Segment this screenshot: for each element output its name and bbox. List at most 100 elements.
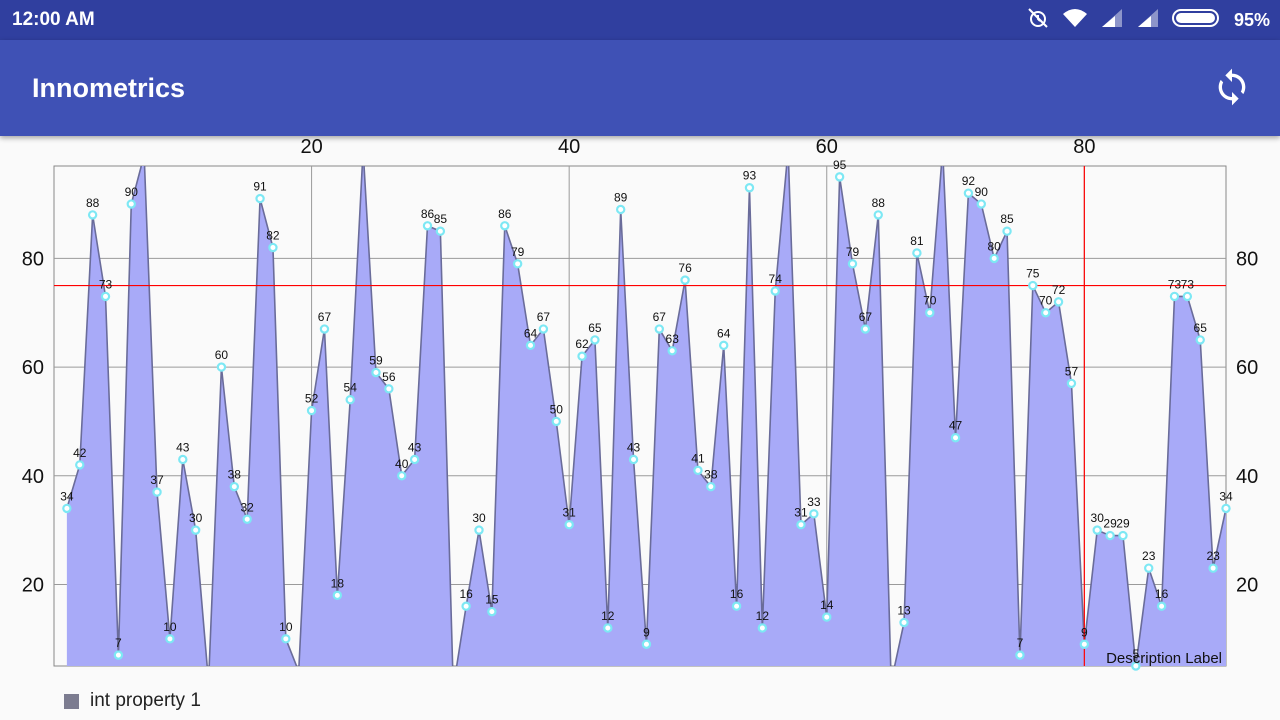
data-point [190,525,201,535]
data-label: 85 [434,212,448,226]
data-point [680,275,690,285]
status-icons: 95% [1026,6,1270,35]
data-point [422,221,433,231]
data-label: 31 [794,506,808,520]
app-title: Innometrics [32,73,186,103]
data-label: 14 [820,598,834,612]
data-point [371,367,381,378]
data-point [500,221,510,231]
data-label: 9 [643,625,650,639]
data-point [474,525,484,535]
y-tick-label-left: 60 [22,357,44,379]
data-point [75,460,85,470]
data-point [1169,291,1180,302]
data-label: 88 [86,196,100,210]
data-label: 10 [279,620,293,634]
data-label: 29 [1103,517,1117,531]
series-area-fill [66,166,1226,666]
data-point [551,416,561,427]
data-point [332,590,343,601]
data-point [152,487,162,497]
data-point [963,188,974,198]
data-label: 70 [923,294,937,308]
data-point [229,481,240,492]
data-point [719,340,729,351]
data-label: 15 [485,593,499,607]
app-bar: Innometrics [0,40,1280,136]
signal-icon [1100,8,1124,33]
data-point [1156,601,1167,611]
data-label: 75 [1026,267,1040,281]
data-point [628,454,639,465]
data-point [1066,378,1077,389]
data-point [319,324,330,334]
data-label: 59 [369,354,383,368]
data-label: 37 [150,473,164,487]
data-point [1195,335,1205,345]
data-point [641,639,652,649]
data-label: 5 [1133,647,1140,661]
data-label: 79 [846,245,860,259]
data-label: 65 [588,321,602,335]
data-point [281,634,291,644]
status-bar: 12:00 AM 95% [0,0,1280,40]
data-label: 81 [910,234,924,248]
data-label: 38 [228,468,242,482]
data-label: 23 [1206,549,1220,563]
data-label: 82 [266,229,280,243]
data-point [242,514,252,524]
data-label: 31 [562,506,576,520]
data-point [1002,226,1012,236]
y-tick-label-right: 60 [1236,357,1258,379]
data-point [525,340,536,351]
data-label: 85 [1000,212,1014,226]
data-point [860,324,871,334]
data-point [899,617,909,628]
data-point [989,253,999,264]
data-point [216,362,227,372]
data-label: 63 [666,332,680,346]
data-point [255,193,265,204]
data-point [976,199,986,209]
battery-icon [1171,8,1222,33]
data-point [100,291,111,302]
data-label: 13 [897,604,911,618]
data-label: 89 [614,190,628,204]
data-point [1079,639,1090,649]
data-label: 47 [949,419,963,433]
data-label: 32 [241,500,255,514]
data-label: 30 [1091,511,1105,525]
data-label: 7 [1017,636,1024,650]
data-point [757,623,768,633]
data-label: 40 [395,457,409,471]
data-label: 67 [859,310,873,324]
data-label: 41 [691,451,705,465]
data-label: 60 [215,348,229,362]
data-label: 29 [1116,517,1130,531]
description-label: Description Label [1106,650,1222,667]
alarm-off-icon [1026,6,1050,35]
data-point [512,259,523,269]
refresh-icon[interactable] [1208,63,1256,111]
data-point [487,606,497,617]
data-label: 30 [189,511,203,525]
data-point [834,172,845,182]
data-point [409,454,420,465]
x-tick-label: 20 [300,136,322,158]
data-point [1131,661,1141,671]
wifi-icon [1062,7,1088,34]
x-tick-label: 80 [1073,136,1095,158]
y-tick-label-right: 80 [1236,248,1258,270]
y-tick-label-right: 40 [1236,466,1258,488]
data-point [693,465,703,476]
data-point [178,454,188,465]
data-label: 30 [472,511,486,525]
data-point [770,286,780,296]
data-point [435,226,446,236]
data-point [847,259,858,269]
data-point [796,519,806,530]
data-point [87,210,98,220]
data-point [126,199,136,209]
data-point [384,384,394,394]
area-chart[interactable]: 20 20 40 40 60 60 80 80 20 40 60 80 34 42 88 73 7 90 37 10 4… [0,136,1280,686]
